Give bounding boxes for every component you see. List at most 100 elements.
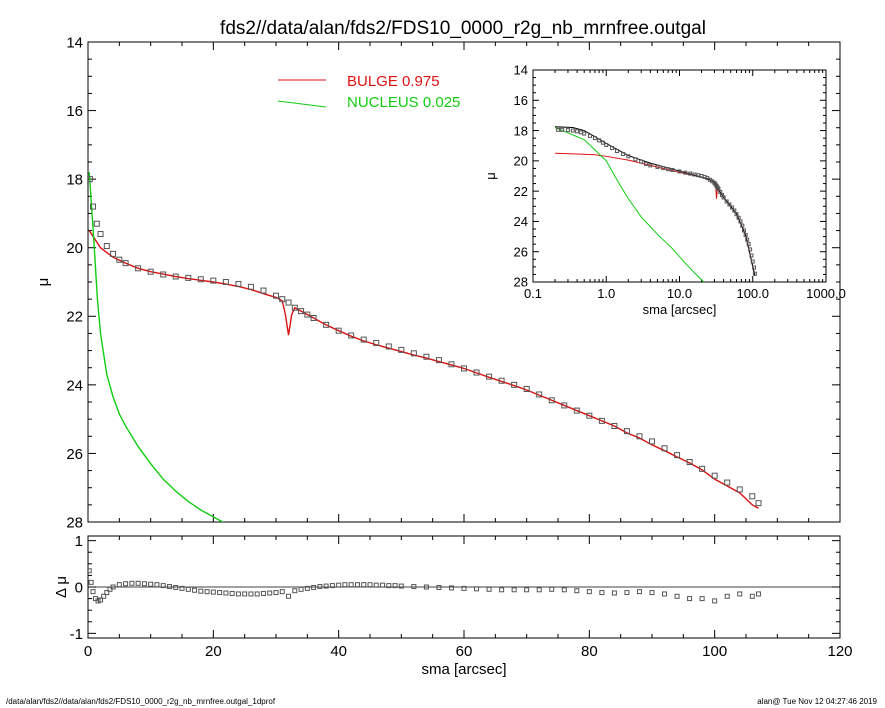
residual-residual-point (154, 582, 160, 588)
main-data-point (97, 231, 104, 237)
main-nucleus-line (88, 172, 225, 522)
residual-y-tick-label: -1 (70, 626, 83, 643)
residual-residual-point (549, 586, 555, 592)
main-y-tick-label: 28 (66, 514, 83, 531)
inset-data-point (746, 242, 751, 247)
inset-data-point (742, 228, 747, 233)
inset-data-point (752, 265, 756, 270)
main-data-point (461, 365, 467, 372)
main-data-point (423, 353, 430, 360)
residual-residual-point (90, 589, 96, 595)
residual-residual-point (185, 586, 191, 592)
inset-data-point (575, 129, 580, 134)
residual-residual-point (116, 582, 122, 588)
residual-residual-point (724, 593, 730, 599)
residual-residual-point (398, 583, 404, 589)
main-data-point (674, 452, 681, 459)
inset-data-point (683, 170, 688, 175)
residual-residual-point (342, 582, 348, 588)
main-data-point (335, 327, 342, 334)
residual-residual-point (260, 590, 266, 596)
inset-data-point (588, 133, 592, 138)
main-data-point (511, 381, 518, 388)
inset-data-point (565, 128, 570, 133)
inset-data-point (749, 253, 754, 258)
footer-file-path: /data/alan/fds2//data/alan/fds2/FDS10_00… (6, 697, 276, 706)
main-data-point (736, 486, 743, 493)
main-data-point (686, 459, 693, 465)
inset-data-point (748, 247, 753, 252)
legend-bulge-label: BULGE 0.975 (347, 73, 440, 90)
residual-x-tick-label: 20 (205, 643, 222, 660)
main-profile-panel: 14 16 18 20 22 24 26 28 μ BULGE 0.975 NUCLEUS 0.02… (35, 34, 841, 531)
main-data-point (749, 493, 756, 500)
inset-data-point (752, 271, 757, 276)
residual-residual-point (624, 590, 630, 596)
residual-plot-area (88, 568, 840, 604)
main-data-point (103, 243, 110, 249)
residual-residual-point (511, 587, 517, 593)
inset-data-point (639, 159, 644, 164)
inset-data-point (729, 205, 734, 210)
residual-residual-point (599, 590, 605, 596)
main-data-point (348, 332, 355, 339)
main-data-point (185, 274, 192, 281)
inset-y-tick-label: 20 (514, 154, 528, 169)
residual-residual-point (336, 582, 342, 588)
residual-residual-point (436, 584, 442, 590)
residual-residual-point (380, 582, 386, 588)
main-data-point (273, 292, 279, 299)
residual-residual-point (448, 585, 454, 591)
residual-residual-point (361, 582, 367, 588)
main-data-point (285, 299, 292, 306)
inset-y-tick-label: 16 (514, 93, 528, 108)
residual-residual-point (386, 583, 392, 589)
residual-residual-point (101, 593, 107, 599)
inset-data-point (610, 145, 615, 150)
residual-residual-point (373, 582, 379, 588)
main-data-point (323, 321, 330, 328)
residual-residual-point (329, 583, 335, 589)
residual-residual-point (662, 591, 668, 597)
main-y-tick-label: 26 (66, 446, 83, 463)
inset-data-point (560, 127, 565, 132)
inset-data-point (604, 142, 609, 147)
main-data-point (298, 308, 305, 315)
inset-x-tick-label: 1.0 (597, 286, 615, 301)
main-data-point (586, 412, 593, 419)
main-data-point (279, 296, 286, 303)
residual-x-tick-label: 100 (702, 643, 727, 660)
residual-residual-point (210, 589, 216, 595)
residual-residual-point (348, 582, 354, 588)
residual-residual-point (141, 581, 147, 587)
main-data-point (473, 369, 480, 376)
residual-residual-point (123, 581, 129, 587)
main-data-point (122, 260, 129, 267)
main-data-point (661, 445, 668, 452)
residual-residual-point (674, 593, 680, 599)
residual-x-tick-label: 60 (456, 643, 473, 660)
residual-residual-point (524, 587, 530, 593)
main-data-point (88, 176, 93, 183)
residual-residual-point (611, 590, 617, 596)
inset-data-point (745, 237, 750, 242)
main-data-point (410, 350, 417, 357)
residual-residual-point (292, 588, 298, 594)
inset-data-point (626, 154, 631, 159)
residual-residual-point (88, 579, 94, 585)
residual-residual-point (204, 589, 210, 595)
inset-log-panel: 0.1 1.0 10.0 100.0 1000.0 14 16 18 20 22 24 26 28 sma… (483, 63, 846, 317)
main-data-point (116, 256, 123, 263)
residual-residual-point (574, 588, 580, 594)
residual-residual-point (166, 584, 172, 590)
main-data-point (755, 500, 762, 507)
main-data-point (385, 343, 392, 350)
inset-x-tick-label: 100.0 (736, 286, 769, 301)
inset-data-point (734, 212, 739, 217)
main-data-point (561, 402, 568, 409)
inset-data-point (582, 131, 587, 136)
inset-data-point (600, 140, 605, 145)
inset-data-point (732, 208, 737, 213)
